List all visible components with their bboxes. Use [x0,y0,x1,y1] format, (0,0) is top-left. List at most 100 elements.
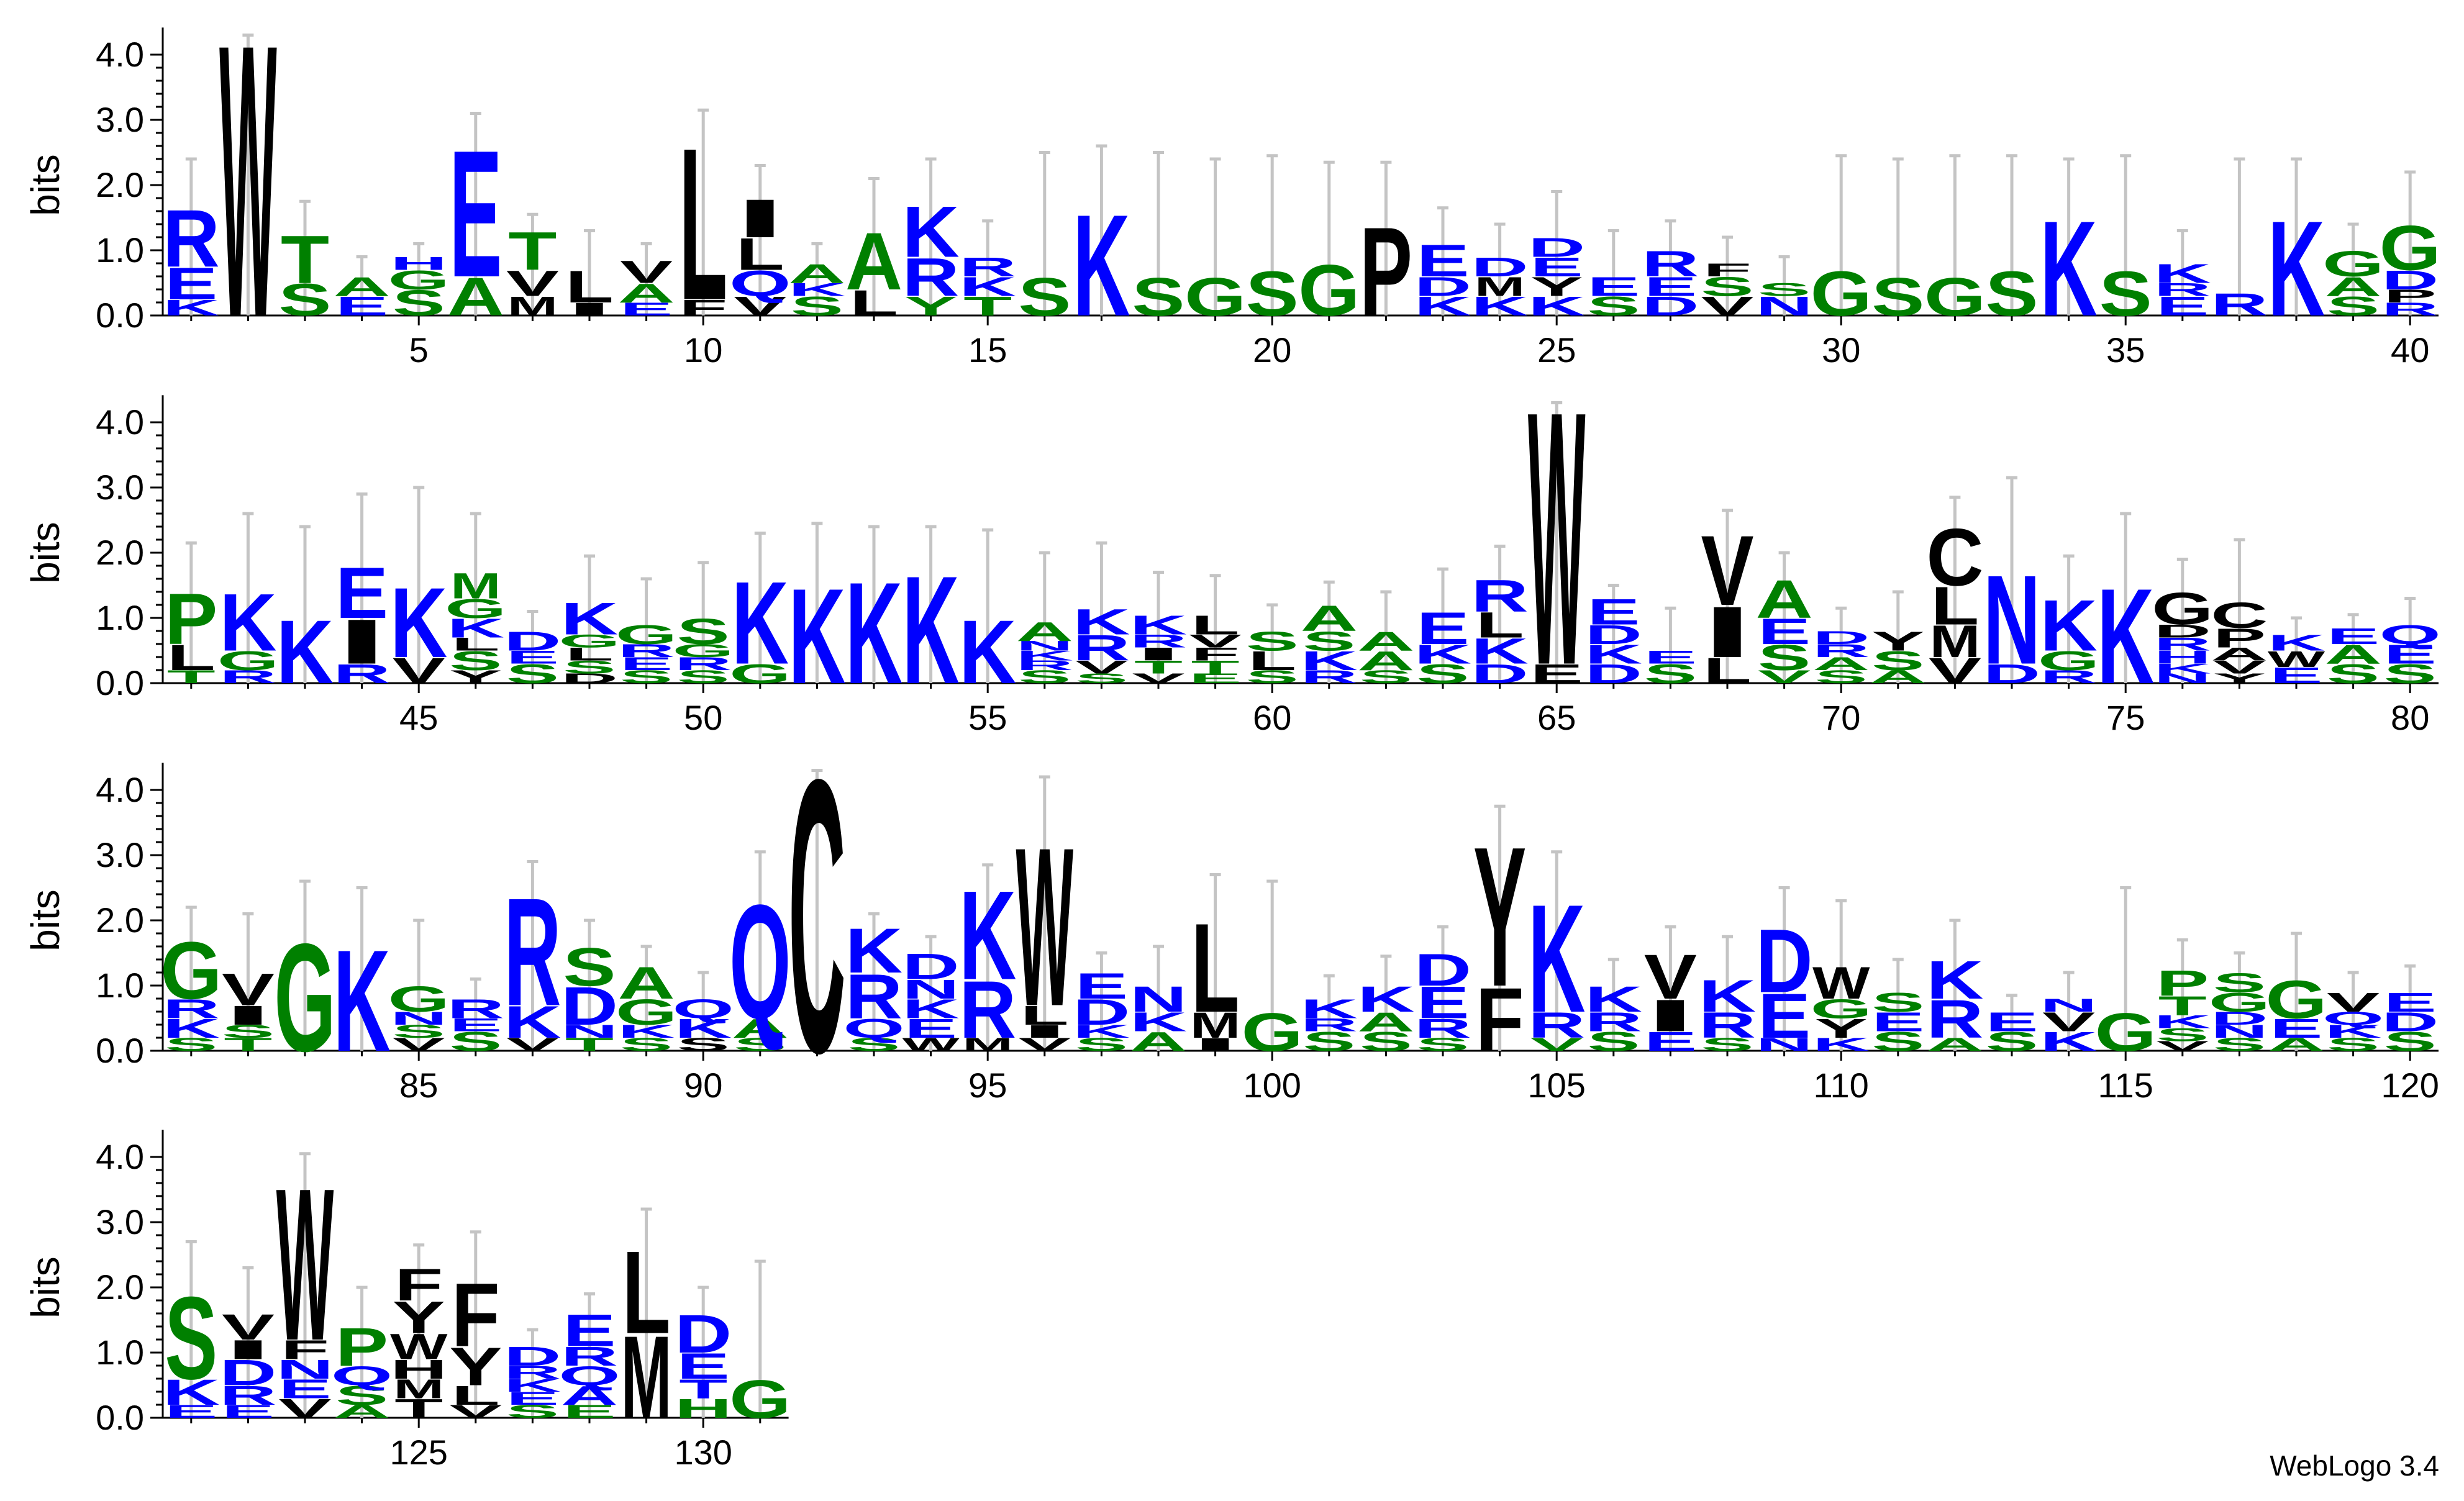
logo-column-79: SAE [2324,613,2382,689]
residue-letter: S [620,667,673,687]
residue-letter: K [1471,291,1528,322]
residue-letter: D [504,626,561,656]
x-tick-label: 95 [968,1066,1007,1105]
residue-letter: A [561,1381,618,1411]
residue-letter: D [1983,659,2040,689]
residue-letter: K [1357,979,1414,1020]
residue-letter: N [902,974,959,1005]
residue-letter: A [1357,646,1414,676]
residue-letter: W [902,1035,960,1054]
residue-letter: K [675,1014,732,1044]
logo-column-4: EA [333,255,391,322]
residue-letter: D [504,1341,561,1372]
logo-column-3: ST [278,199,332,325]
logo-column-108: SRK [1699,935,1756,1054]
logo-column-41: TLP [165,541,217,687]
residue-letter: I [1645,991,1697,1041]
residue-letter: E [1075,966,1128,1007]
residue-letter: K [1301,994,1358,1024]
y-tick-label: 2.0 [96,165,144,204]
residue-letter: M [450,566,501,606]
y-axis-label: bits [23,1256,68,1318]
residue-letter: K [1130,1007,1187,1037]
residue-letter: E [222,1402,275,1422]
residue-letter: T [394,1394,443,1424]
residue-letter: A [845,216,902,307]
residue-letter: T [1134,657,1183,678]
residue-letter: V [620,254,673,289]
residue-letter: G [616,992,677,1033]
logo-column-17: K [1073,144,1130,347]
residue-letter: D [2381,265,2439,296]
residue-letter: A [2324,271,2381,302]
logo-column-102: SAK [1357,955,1415,1057]
residue-letter: K [276,602,334,703]
residue-letter: S [677,667,730,687]
residue-letter: T [281,222,329,297]
residue-letter: Q [843,1014,904,1044]
x-tick-label: 30 [1822,330,1860,370]
residue-letter: R [163,994,220,1024]
residue-letter: V [506,263,559,304]
x-tick-label: 40 [2391,330,2429,370]
residue-letter: P [2384,286,2437,307]
residue-letter: L [452,634,500,655]
y-tick-label: 4.0 [96,35,144,74]
residue-letter: A [2211,644,2268,664]
residue-letter: L [1930,576,1979,637]
residue-letter: L [622,1227,671,1358]
residue-letter: K [2040,585,2097,666]
residue-letter: R [219,1381,276,1411]
residue-letter: T [565,1035,614,1055]
residue-letter: K [1471,631,1528,671]
residue-letter: G [1184,267,1246,328]
residue-letter: I [222,1335,275,1365]
residue-letter: R [163,194,220,284]
residue-letter: S [2384,1027,2437,1057]
residue-letter: V [222,1307,275,1348]
residue-letter: Y [2213,671,2266,686]
residue-letter: F [394,1260,443,1310]
logo-column-29: NS [1755,255,1813,322]
y-tick-label: 0.0 [96,1398,144,1437]
logo-column-13: LA [845,177,902,324]
logo-column-5: SGH [388,242,450,324]
logo-column-121: EKS [163,1240,220,1422]
residue-letter: T [963,291,1012,322]
residue-letter: K [845,552,902,714]
residue-letter: T [167,667,216,687]
residue-letter: G [160,925,222,1016]
residue-letter: E [449,1015,502,1035]
residue-letter: D [1755,911,1812,1012]
residue-letter: S [1871,267,1924,328]
residue-letter: I [1132,644,1184,664]
residue-letter: S [165,1035,217,1055]
residue-letter: Y [449,667,502,687]
residue-letter: K [1699,971,1756,1022]
residue-letter: R [1414,1014,1471,1044]
residue-letter: A [2268,1035,2325,1055]
residue-letter: E [2270,663,2322,688]
x-tick-label: 55 [968,698,1007,737]
residue-letter: E [335,552,388,633]
residue-letter: K [2268,630,2325,655]
residue-letter: D [1471,659,1528,689]
residue-letter: E [449,112,502,315]
x-tick-label: 15 [968,330,1007,370]
residue-letter: H [390,1354,447,1385]
residue-letter: R [845,961,902,1032]
residue-letter: S [506,1402,559,1422]
residue-letter: A [333,271,390,302]
residue-letter: S [677,612,730,652]
logo-column-55: K [959,528,1016,703]
